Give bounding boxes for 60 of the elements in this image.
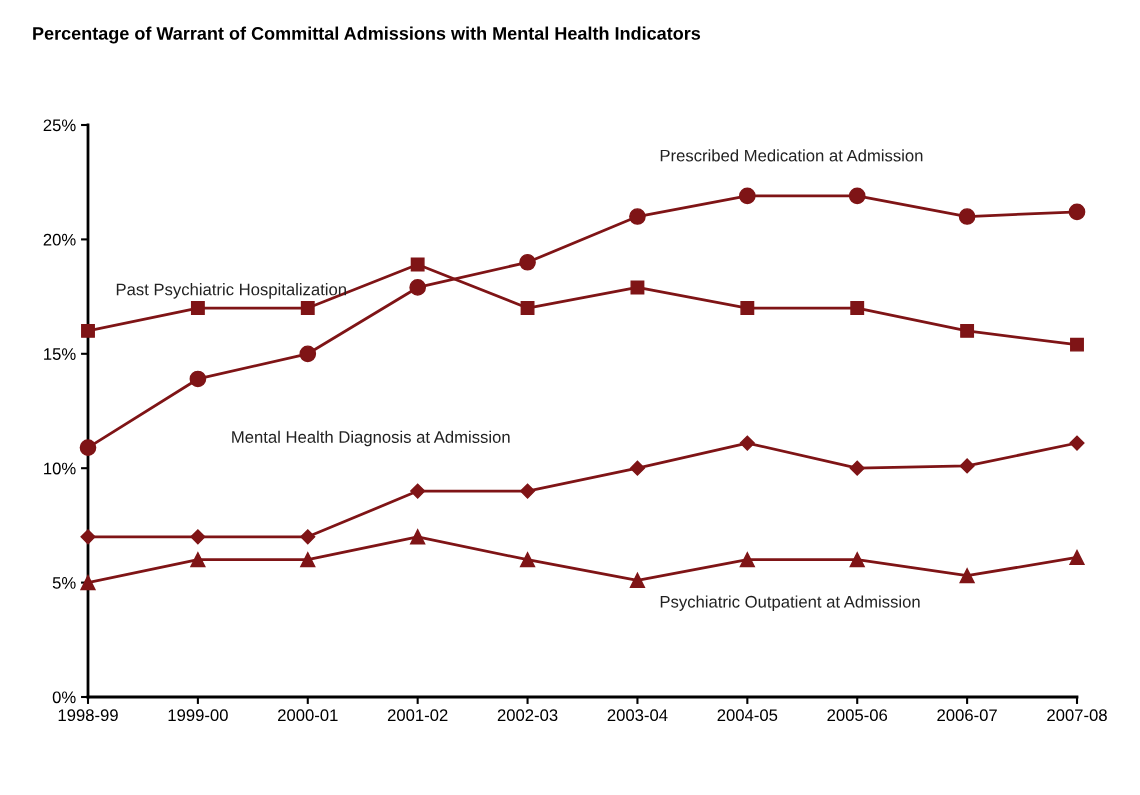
point xyxy=(959,458,975,474)
point xyxy=(849,552,865,568)
point xyxy=(409,279,427,296)
point xyxy=(80,529,96,545)
point xyxy=(190,301,205,315)
point xyxy=(300,301,315,315)
point xyxy=(300,552,316,568)
point xyxy=(410,483,426,499)
point xyxy=(1068,203,1086,221)
point xyxy=(410,529,426,545)
point xyxy=(850,301,865,315)
y-tick-label: 10% xyxy=(44,462,76,475)
point xyxy=(629,208,646,225)
text: Prescribed Medication at Admission xyxy=(660,149,923,162)
point xyxy=(848,187,866,205)
point xyxy=(738,187,756,205)
text: Mental Health Diagnosis at Admission xyxy=(232,430,510,447)
x-tick-label: 2000-01 xyxy=(278,709,338,722)
point xyxy=(81,323,95,338)
x-tick-label: 2006-07 xyxy=(937,709,997,722)
point xyxy=(520,301,535,315)
y-tick-label: 5% xyxy=(52,577,76,589)
point xyxy=(300,529,316,545)
point xyxy=(80,574,96,591)
point xyxy=(79,439,97,456)
point xyxy=(629,460,646,476)
point xyxy=(739,435,755,451)
point xyxy=(1069,435,1085,451)
series-label: Psychiatric Outpatient at Admission xyxy=(660,595,920,611)
point xyxy=(959,568,975,584)
x-tick-label: 1999-00 xyxy=(168,709,228,722)
point xyxy=(960,323,975,338)
point xyxy=(519,253,536,271)
series-label: Past Psychiatric Hospitalization xyxy=(116,283,346,299)
x-tick-label: 2005-06 xyxy=(827,709,888,722)
point xyxy=(299,345,317,363)
point xyxy=(519,483,536,499)
x-tick-label: 2004-05 xyxy=(717,709,778,722)
point xyxy=(1069,549,1085,566)
point xyxy=(849,460,865,476)
y-tick-label: 0% xyxy=(52,691,76,704)
chart-title: Percentage of Warrant of Committal Admissions with Mental Health Indicators xyxy=(33,26,701,44)
point xyxy=(740,301,755,315)
y-tick-label: 15% xyxy=(44,348,76,360)
x-tick-label: 2007-08 xyxy=(1047,709,1107,722)
point xyxy=(189,370,207,388)
y-tick-label: 25% xyxy=(43,119,76,132)
x-tick-label: 2001-02 xyxy=(387,709,448,722)
x-tick-label: 2002-03 xyxy=(497,709,558,722)
y-tick-label: 20% xyxy=(43,233,76,246)
x-tick-label: 1998-99 xyxy=(58,709,118,722)
x-tick-label: 2003-04 xyxy=(607,709,668,722)
point xyxy=(410,257,425,272)
point xyxy=(1070,337,1084,352)
point xyxy=(739,552,755,568)
point xyxy=(519,552,536,568)
point xyxy=(629,572,646,588)
point xyxy=(190,552,206,568)
point xyxy=(190,529,206,545)
point xyxy=(958,208,976,225)
